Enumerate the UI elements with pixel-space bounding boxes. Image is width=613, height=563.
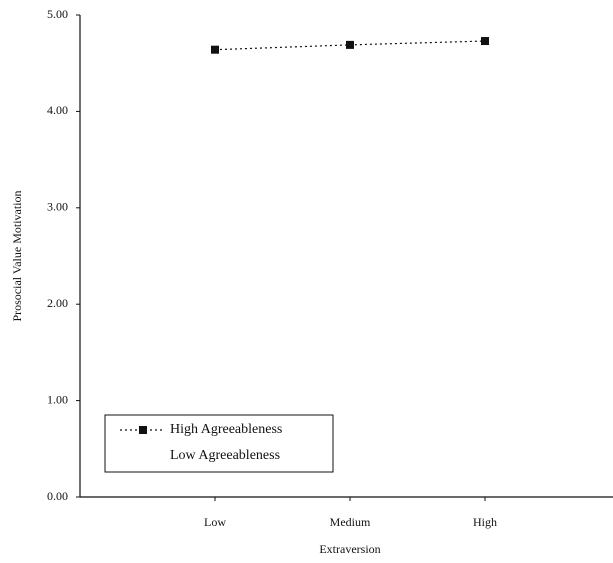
marker: [481, 37, 489, 46]
y-tick-label: 3.00: [47, 200, 68, 214]
x-tick-label: Low: [204, 515, 226, 529]
marker: [211, 45, 219, 54]
y-tick-label: 0.00: [47, 489, 68, 503]
legend-label: High Agreeableness: [170, 422, 282, 437]
x-tick-label: High: [473, 515, 497, 529]
x-axis-label: Extraversion: [319, 542, 380, 556]
y-tick-label: 1.00: [47, 392, 68, 406]
legend-box: [104, 414, 334, 473]
legend-marker: [139, 426, 147, 434]
y-tick-label: 2.00: [47, 296, 68, 310]
legend-label: Low Agreeableness: [170, 448, 280, 463]
x-tick-label: Medium: [330, 515, 371, 529]
y-tick-label: 4.00: [47, 103, 68, 117]
marker: [346, 40, 354, 49]
y-tick-label: 5.00: [47, 7, 68, 21]
y-axis-label: Prosocial Value Motivation: [10, 190, 24, 321]
